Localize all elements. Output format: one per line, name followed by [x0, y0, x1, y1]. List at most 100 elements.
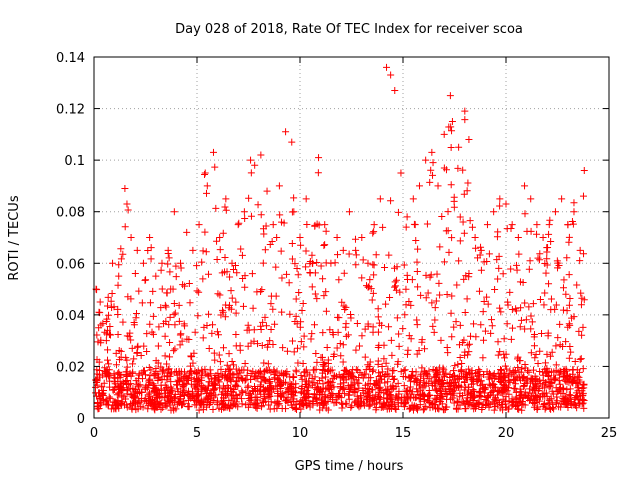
- data-point-cloud: [536, 347, 544, 355]
- data-point-cloud: [257, 403, 265, 411]
- data-point-cloud: [170, 347, 178, 355]
- data-point-cloud: [251, 386, 259, 394]
- data-point-cloud: [545, 371, 553, 379]
- data-point-cloud: [147, 244, 155, 252]
- data-point-cloud: [130, 389, 138, 397]
- data-point-cloud: [376, 383, 384, 391]
- y-tick-label: 0.06: [56, 257, 85, 272]
- data-point-cloud: [400, 400, 408, 408]
- data-point-cloud: [563, 254, 571, 262]
- data-point-cloud: [242, 388, 250, 396]
- data-point-cloud: [208, 329, 216, 337]
- data-point-cloud: [124, 293, 132, 301]
- data-point-cloud: [278, 308, 286, 316]
- data-point-cloud: [297, 338, 305, 346]
- data-point-cloud: [285, 279, 293, 287]
- data-point-cloud: [115, 261, 123, 269]
- data-point-cloud: [515, 399, 523, 407]
- data-point-cloud: [543, 248, 551, 256]
- data-point-cloud: [407, 301, 415, 309]
- data-point-cloud: [241, 359, 249, 367]
- data-point-cloud: [374, 393, 382, 401]
- data-point-cloud: [130, 355, 138, 363]
- data-point-cloud: [499, 270, 507, 278]
- data-point-cloud: [169, 404, 177, 412]
- data-point-cloud: [417, 291, 425, 299]
- data-point-cloud: [214, 331, 222, 339]
- data-point-cloud: [308, 283, 316, 291]
- data-point-cloud: [138, 299, 146, 307]
- data-point-cloud: [161, 352, 169, 360]
- data-point: [203, 182, 211, 190]
- data-point-cloud: [230, 361, 238, 369]
- data-point-cloud: [416, 401, 424, 409]
- data-point-cloud: [565, 378, 573, 386]
- data-point-cloud: [271, 369, 279, 377]
- data-point-cloud: [273, 399, 281, 407]
- data-point-cloud: [218, 390, 226, 398]
- x-tick-label: 5: [193, 426, 201, 441]
- data-point-cloud: [104, 401, 112, 409]
- data-point-cloud: [262, 366, 270, 374]
- data-point-cloud: [530, 342, 538, 350]
- data-point-cloud: [508, 324, 516, 332]
- data-point-cloud: [192, 368, 200, 376]
- data-point-cloud: [443, 290, 451, 298]
- data-point-cloud: [533, 405, 541, 413]
- data-point-cloud: [505, 372, 513, 380]
- data-point-cloud: [478, 404, 486, 412]
- data-point-cloud: [361, 353, 369, 361]
- data-point-cloud: [184, 396, 192, 404]
- data-point-cloud: [329, 391, 337, 399]
- data-point-cloud: [479, 308, 487, 316]
- data-point: [195, 221, 203, 229]
- data-point-cloud: [431, 385, 439, 393]
- data-point-cloud: [462, 272, 470, 280]
- x-tick-label: 20: [498, 426, 515, 441]
- data-point-cloud: [221, 253, 229, 261]
- data-point-cloud: [364, 320, 372, 328]
- data-point-cloud: [407, 335, 415, 343]
- data-point-cloud: [321, 241, 329, 249]
- data-point-cloud: [222, 206, 230, 214]
- data-point-cloud: [261, 246, 269, 254]
- data-point-cloud: [393, 263, 401, 271]
- data-point-cloud: [131, 270, 139, 278]
- data-point-cloud: [189, 359, 197, 367]
- data-point-cloud: [474, 254, 482, 262]
- data-point-cloud: [221, 385, 229, 393]
- data-point-cloud: [227, 305, 235, 313]
- data-point: [455, 143, 463, 151]
- data-point-cloud: [193, 262, 201, 270]
- y-tick-label: 0.12: [56, 103, 85, 118]
- data-point-cloud: [200, 323, 208, 331]
- data-point-cloud: [366, 276, 374, 284]
- data-point-cloud: [382, 359, 390, 367]
- data-point-cloud: [397, 368, 405, 376]
- data-point-cloud: [143, 347, 151, 355]
- data-point-cloud: [190, 375, 198, 383]
- data-point-cloud: [271, 320, 279, 328]
- data-point-cloud: [154, 377, 162, 385]
- data-point-cloud: [152, 392, 160, 400]
- data-point-cloud: [163, 289, 171, 297]
- data-point-cloud: [166, 313, 174, 321]
- data-point-cloud: [233, 269, 241, 277]
- data-point-cloud: [352, 366, 360, 374]
- data-point-cloud: [201, 385, 209, 393]
- y-tick-label: 0.08: [56, 206, 85, 221]
- data-point-cloud: [545, 280, 553, 288]
- data-point-cloud: [543, 261, 551, 269]
- data-point-cloud: [244, 342, 252, 350]
- data-point-cloud: [343, 400, 351, 408]
- data-point-cloud: [564, 404, 572, 412]
- data-point-cloud: [574, 372, 582, 380]
- data-point-cloud: [141, 371, 149, 379]
- data-point-cloud: [162, 402, 170, 410]
- data-point-cloud: [250, 337, 258, 345]
- x-tick-labels: 0 5 10 15 20 25: [90, 426, 617, 441]
- data-point-cloud: [241, 283, 249, 291]
- data-point-cloud: [443, 395, 451, 403]
- data-point-cloud: [244, 383, 252, 391]
- data-point-cloud: [322, 394, 330, 402]
